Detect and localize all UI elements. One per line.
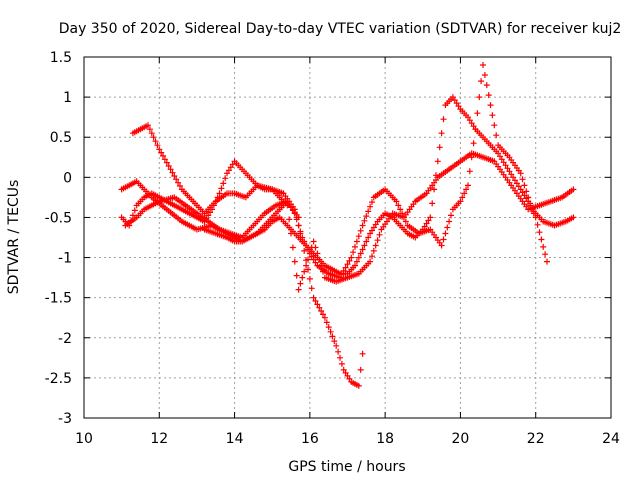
x-tick-label: 24	[602, 431, 620, 447]
series-track-c	[129, 122, 577, 293]
x-tick-label: 14	[226, 431, 244, 447]
x-tick-label: 16	[301, 431, 319, 447]
y-tick-label: 1.5	[50, 50, 72, 66]
y-tick-label: 1	[63, 90, 72, 106]
x-tick-label: 18	[376, 431, 394, 447]
x-tick-label: 12	[150, 431, 168, 447]
y-tick-label: -3	[58, 411, 72, 427]
y-tick-label: -0.5	[45, 210, 72, 226]
y-tick-label: -1	[58, 251, 72, 267]
y-axis-label: SDTVAR / TECUs	[6, 180, 22, 295]
chart-title: Day 350 of 2020, Sidereal Day-to-day VTE…	[59, 21, 622, 37]
x-axis-label: GPS time / hours	[288, 459, 405, 475]
series-markers	[129, 122, 577, 293]
x-tick-label: 20	[452, 431, 470, 447]
y-tick-label: 0	[63, 170, 72, 186]
data-points	[118, 62, 577, 389]
series-track-b	[118, 158, 366, 389]
y-tick-label: -2.5	[45, 371, 72, 387]
x-tick-label: 22	[527, 431, 545, 447]
series-track-e	[201, 94, 550, 277]
plot-frame	[83, 56, 612, 419]
y-tick-label: -1.5	[45, 291, 72, 307]
y-tick-label: -2	[58, 331, 72, 347]
series-track-d	[122, 62, 577, 281]
x-tick-label: 10	[75, 431, 93, 447]
series-markers	[122, 62, 577, 281]
axis-ticks: 10 12 14 16 18 20 22 24 -3 -2.5 -2 -1.5 -1 -0.5 0 0.5 1 1…	[45, 50, 620, 447]
y-tick-label: 0.5	[50, 130, 72, 146]
series-markers	[118, 158, 366, 389]
series-markers	[201, 94, 550, 277]
